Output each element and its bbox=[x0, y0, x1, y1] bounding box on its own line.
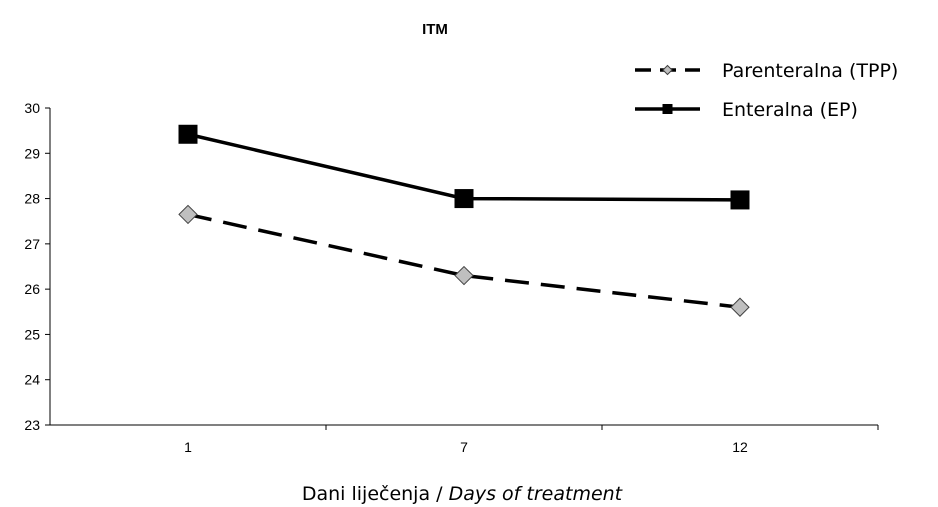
legend-label: Enteralna (EP) bbox=[722, 99, 858, 121]
data-point bbox=[454, 189, 474, 209]
x-axis-label-italic: Days of treatment bbox=[449, 483, 624, 505]
x-tick-label: 12 bbox=[732, 439, 748, 455]
x-tick-label: 1 bbox=[184, 439, 192, 455]
y-tick-label: 29 bbox=[24, 145, 40, 161]
series-line bbox=[187, 212, 741, 309]
y-tick-label: 30 bbox=[24, 100, 40, 116]
x-tick-label: 7 bbox=[460, 439, 468, 455]
data-point bbox=[178, 204, 198, 225]
y-tick-label: 25 bbox=[24, 326, 40, 342]
legend-item: Enteralna (EP) bbox=[635, 99, 858, 121]
y-axis-ticks: 23 24 25 26 27 28 29 30 bbox=[24, 100, 50, 433]
y-tick-label: 23 bbox=[24, 417, 40, 433]
series-layer bbox=[178, 124, 750, 317]
legend-swatch-marker bbox=[662, 64, 673, 76]
data-point bbox=[454, 265, 474, 286]
legend: Parenteralna (TPP) Enteralna (EP) bbox=[635, 60, 898, 121]
x-axis-label: Dani liječenja / Days of treatment bbox=[302, 483, 624, 505]
y-tick-label: 26 bbox=[24, 281, 40, 297]
x-axis-ticks: 1 7 12 bbox=[184, 425, 879, 455]
chart-title: ITM bbox=[422, 21, 448, 38]
y-tick-label: 24 bbox=[24, 372, 40, 388]
legend-swatch-marker bbox=[662, 104, 673, 114]
x-axis-label-plain: Dani liječenja / bbox=[302, 483, 449, 505]
data-point bbox=[730, 190, 750, 210]
y-tick-label: 28 bbox=[24, 191, 40, 207]
data-point bbox=[178, 124, 198, 144]
legend-item: Parenteralna (TPP) bbox=[635, 60, 898, 82]
data-point bbox=[730, 297, 750, 317]
series-2 bbox=[178, 124, 750, 210]
axes bbox=[49, 108, 878, 426]
series-1 bbox=[178, 204, 750, 317]
y-tick-label: 27 bbox=[24, 236, 40, 252]
legend-label: Parenteralna (TPP) bbox=[722, 60, 898, 82]
